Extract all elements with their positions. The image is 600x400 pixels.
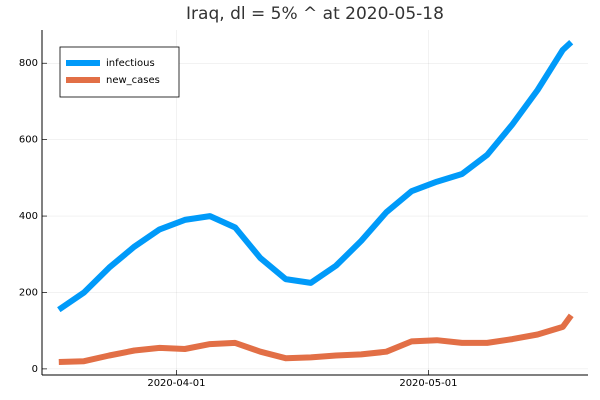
y-tick-label: 200 xyxy=(19,287,38,298)
line-series xyxy=(58,313,574,365)
x-tick-label: 2020-05-01 xyxy=(399,378,457,389)
legend-box xyxy=(59,46,180,98)
legend-label: infectious xyxy=(106,58,155,69)
y-tick-label: 800 xyxy=(19,58,38,69)
legend-label: new_cases xyxy=(106,75,160,86)
x-tick-label: 2020-04-01 xyxy=(147,378,205,389)
y-tick-label: 600 xyxy=(19,135,38,146)
y-tick-label: 0 xyxy=(32,364,38,375)
y-tick-label: 400 xyxy=(19,211,38,222)
chart-title: Iraq, dl = 5% ^ at 2020-05-18 xyxy=(186,4,444,24)
line-series xyxy=(57,39,574,313)
